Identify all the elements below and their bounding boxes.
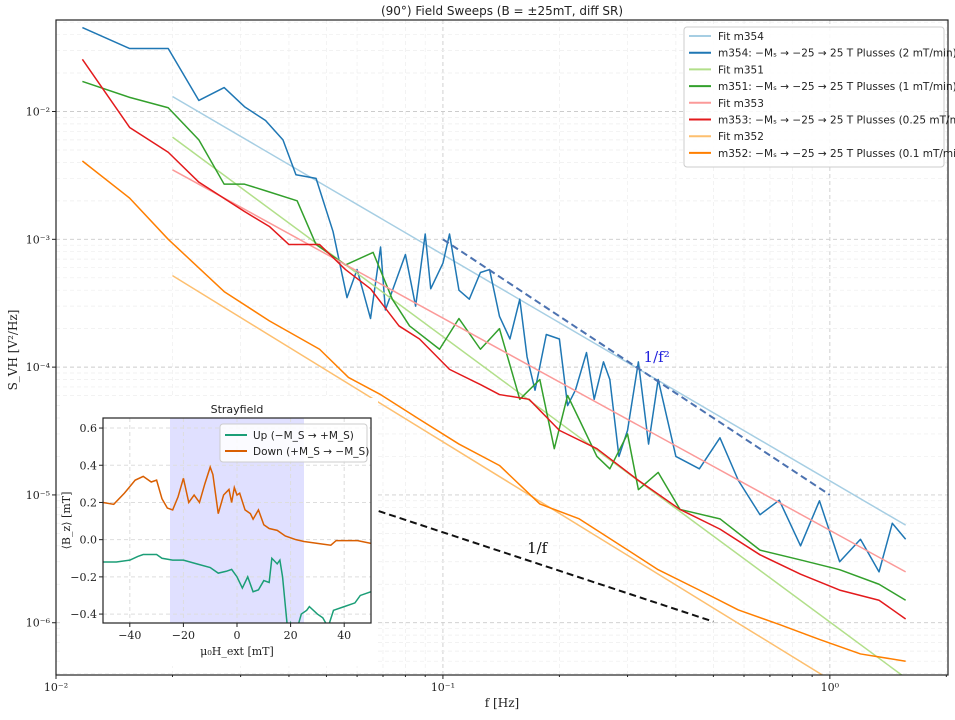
inset-frame bbox=[102, 417, 372, 624]
series-group bbox=[81, 26, 907, 675]
series-line-m352 bbox=[81, 160, 906, 662]
inset-xlabel: μ₀H_ext [mT] bbox=[200, 645, 274, 658]
y-tick-label: 10⁻² bbox=[26, 106, 50, 119]
y-tick-label: 10⁻⁶ bbox=[26, 617, 51, 630]
inset-title: Strayfield bbox=[211, 403, 264, 416]
x-tick-label: 10⁰ bbox=[821, 681, 840, 694]
inset-y-tick-label: 0.0 bbox=[80, 534, 98, 547]
main-title: (90°) Field Sweeps (B = ±25mT, diff SR) bbox=[381, 4, 623, 18]
x-tick-label: 10⁻² bbox=[44, 681, 68, 694]
guide-label-1: 1/f bbox=[527, 539, 549, 557]
main-series: 1/f² 1/f bbox=[81, 26, 907, 675]
inset-series-up bbox=[103, 553, 371, 623]
main-legend: Fit m354 m354: −Mₛ → −25 → 25 T Plusses (… bbox=[683, 26, 955, 168]
inset-y-tick-label: 0.4 bbox=[80, 459, 98, 472]
main-ylabel: S_VH [V²/Hz] bbox=[6, 310, 20, 391]
inset-strayfield: −40 −20 0 20 40 −0.4 −0.2 0.0 0.2 0.4 0.6 Strayfiel… bbox=[60, 398, 378, 666]
series-line-m351 bbox=[82, 80, 907, 601]
guide-line-1 bbox=[326, 492, 714, 623]
legend-label: m351: −Mₛ → −25 → 25 T Plusses (1 mT/min… bbox=[718, 81, 955, 93]
guide-line-0 bbox=[442, 238, 831, 496]
inset-y-tick-label: 0.6 bbox=[80, 422, 98, 435]
guide-label-0: 1/f² bbox=[644, 348, 670, 366]
x-tick-label: 10⁻¹ bbox=[431, 681, 455, 694]
main-axes-frame bbox=[55, 19, 949, 676]
legend-label: m352: −Mₛ → −25 → 25 T Plusses (0.1 mT/m… bbox=[718, 148, 955, 160]
inset-series-down bbox=[103, 464, 371, 547]
inset-ylabel: ⟨B_z⟩ [mT] bbox=[60, 492, 73, 550]
legend-label: Fit m353 bbox=[718, 98, 764, 110]
inset-x-tick-label: 20 bbox=[284, 629, 298, 642]
inset-legend-label: Up (−M_S → +M_S) bbox=[253, 430, 354, 442]
legend-label: m354: −Mₛ → −25 → 25 T Plusses (2 mT/min… bbox=[718, 48, 955, 60]
legend-label: Fit m351 bbox=[718, 64, 764, 76]
inset-x-tick-label: 0 bbox=[234, 629, 241, 642]
inset-x-tick-label: 40 bbox=[337, 629, 351, 642]
inset-series-group bbox=[103, 464, 371, 623]
inset-x-tick-label: −20 bbox=[172, 629, 195, 642]
y-tick-label: 10⁻³ bbox=[26, 233, 50, 246]
series-line-fit-m354 bbox=[172, 95, 907, 526]
legend-box bbox=[683, 26, 945, 168]
series-line-m354 bbox=[82, 26, 907, 573]
y-tick-label: 10⁻⁵ bbox=[26, 489, 50, 502]
legend-label: Fit m354 bbox=[718, 31, 764, 43]
series-line-fit-m353 bbox=[172, 169, 907, 573]
inset-legend-label: Down (+M_S → −M_S) bbox=[253, 446, 369, 458]
inset-legend-box bbox=[219, 423, 368, 463]
main-xlabel: f [Hz] bbox=[485, 696, 519, 710]
inset-y-tick-label: −0.4 bbox=[70, 608, 97, 621]
series-line-fit-m351 bbox=[172, 136, 903, 675]
y-tick-label: 10⁻⁴ bbox=[26, 361, 51, 374]
legend-label: Fit m352 bbox=[718, 131, 764, 143]
legend-label: m353: −Mₛ → −25 → 25 T Plusses (0.25 mT/… bbox=[718, 115, 955, 127]
main-ticks: 10⁻² 10⁻¹ 10⁰ 10⁻² 10⁻³ 10⁻⁴ 10⁻⁵ 10⁻⁶ bbox=[26, 106, 947, 694]
inset-y-tick-label: 0.2 bbox=[80, 496, 98, 509]
series-line-fit-m352 bbox=[172, 274, 824, 675]
inset-y-tick-label: −0.2 bbox=[70, 571, 97, 584]
inset-x-tick-label: −40 bbox=[118, 629, 141, 642]
series-line-m353 bbox=[81, 58, 907, 620]
